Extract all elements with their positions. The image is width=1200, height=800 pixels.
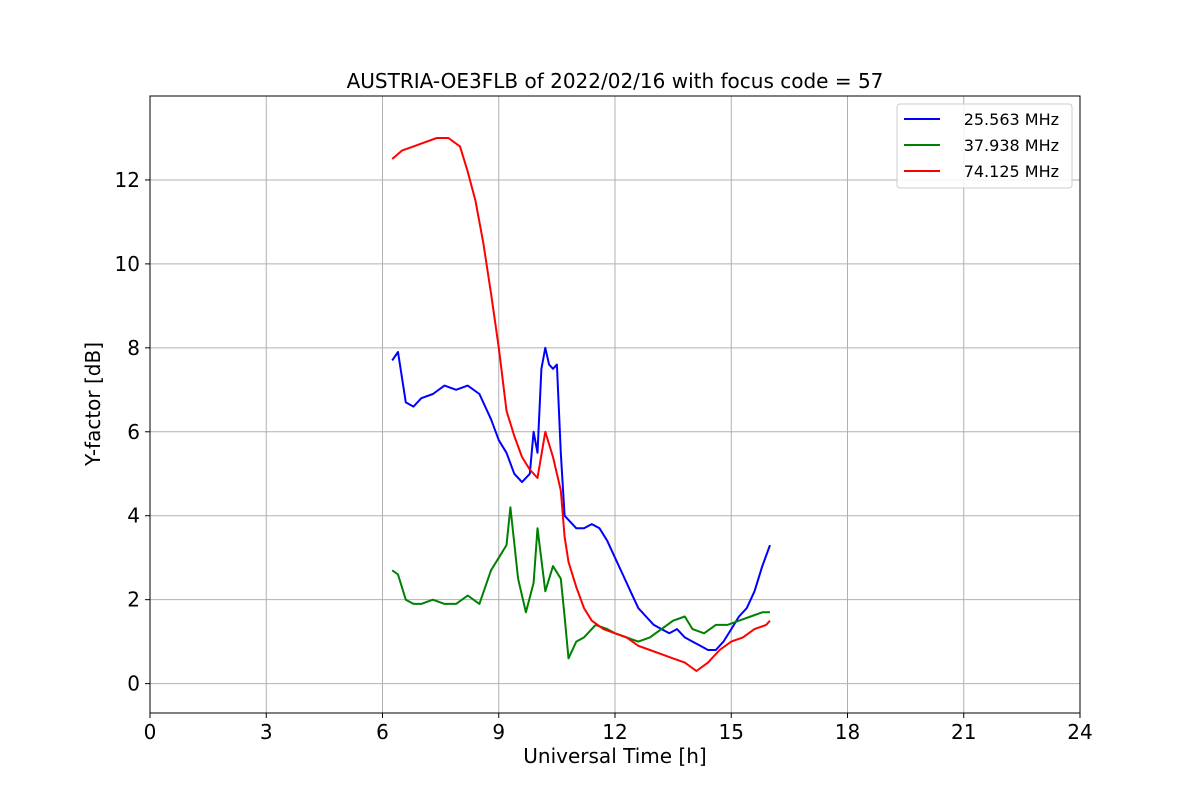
x-tick-label-8: 24 [1067, 720, 1092, 744]
chart-title: AUSTRIA-OE3FLB of 2022/02/16 with focus … [347, 69, 884, 93]
x-tick-label-1: 3 [260, 720, 273, 744]
x-tick-label-5: 15 [719, 720, 744, 744]
y-tick-label-0: 0 [127, 672, 140, 696]
legend: 25.563 MHz 37.938 MHz 74.125 MHz [896, 103, 1073, 189]
legend-label-0: 25.563 MHz [964, 110, 1059, 129]
series-line-2 [391, 137, 771, 672]
series-line-0 [391, 346, 771, 651]
y-tick-label-2: 4 [127, 504, 140, 528]
x-tick-label-4: 12 [602, 720, 627, 744]
y-tick-label-6: 12 [115, 168, 140, 192]
series-line-1 [391, 506, 770, 660]
x-tick-label-0: 0 [144, 720, 157, 744]
legend-box [896, 103, 1073, 189]
x-tick-label-7: 21 [951, 720, 976, 744]
y-tick-label-5: 10 [115, 252, 140, 276]
y-tick-label-1: 2 [127, 588, 140, 612]
series-layer [391, 137, 771, 672]
x-axis-label: Universal Time [h] [523, 744, 706, 768]
y-tick-label-3: 6 [127, 420, 140, 444]
legend-label-2: 74.125 MHz [964, 162, 1059, 181]
x-axis: 0 3 6 9 12 15 18 21 24 [144, 713, 1093, 744]
x-tick-label-3: 9 [492, 720, 505, 744]
x-tick-label-6: 18 [835, 720, 860, 744]
legend-items: 25.563 MHz 37.938 MHz 74.125 MHz [904, 110, 1059, 181]
y-axis-label: Y-factor [dB] [81, 342, 105, 467]
y-tick-label-4: 8 [127, 336, 140, 360]
x-tick-label-2: 6 [376, 720, 389, 744]
legend-label-1: 37.938 MHz [964, 136, 1059, 155]
y-axis: 0 2 4 6 8 10 12 [115, 168, 150, 696]
